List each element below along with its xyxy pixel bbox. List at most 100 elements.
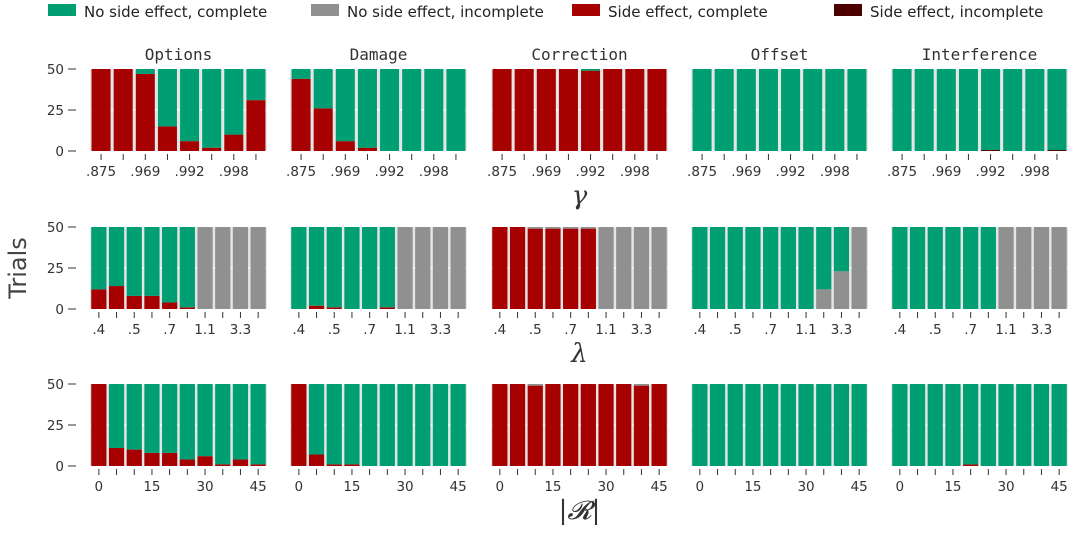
x-tick-label: 30 [997,479,1014,495]
bar-no-se-complete-offset-0-4 [781,69,801,151]
bar-no-se-complete-damage-1-5 [379,227,395,308]
bar-se-complete-correction-1-4 [563,228,579,309]
panel-options-row-2: 0 15 30 45 [90,383,267,495]
bar-no-se-complete-options-1-4 [162,227,178,303]
legend-label-se_incomplete: Side effect, incomplete [870,3,1043,21]
legend-swatch-no_se_complete [48,4,76,16]
panel-offset-row-0: Offset .875 .969 .992 .998 [687,45,868,180]
bar-no-se-complete-damage-2-9 [450,384,466,466]
x-tick-label: 15 [143,479,160,495]
bar-no-se-complete-offset-0-2 [736,69,756,151]
bar-no-se-complete-interference-0-1 [914,69,934,151]
bar-no-se-complete-interference-1-4 [963,227,979,309]
bar-no-se-complete-options-1-3 [144,227,160,296]
panel-correction-row-1: .4 .5 .7 1.1 3.3 [491,226,668,338]
bar-no-se-complete-interference-0-7 [1047,69,1067,151]
panel-correction-row-0: Correction .875 .969 .992 .998 [487,45,668,180]
bar-no-se-complete-interference-0-6 [1025,69,1045,151]
bar-no-se-complete-options-1-5 [179,227,195,308]
bar-no-se-complete-offset-1-1 [709,227,726,309]
x-tick-label: 0 [696,479,705,495]
bar-se-complete-options-0-0 [91,69,111,151]
bar-no-se-complete-interference-0-5 [1003,69,1023,151]
bar-no-se-incomplete-correction-1-7 [616,227,632,309]
bar-no-se-incomplete-interference-1-6 [998,227,1014,309]
x-tick-label: .7 [564,322,577,338]
bar-no-se-complete-options-0-3 [157,69,177,127]
bar-se-complete-correction-1-2 [527,228,543,309]
bar-no-se-incomplete-damage-1-9 [450,227,466,309]
bar-no-se-complete-offset-0-7 [847,69,867,151]
bar-no-se-complete-options-1-1 [108,227,125,287]
bar-no-se-complete-interference-1-3 [945,227,961,309]
x-tick-label: .992 [375,164,405,180]
bar-se-complete-correction-0-3 [558,69,578,151]
bar-se-complete-correction-2-8 [633,385,650,466]
x-tick-label: .998 [219,164,249,180]
bar-no-se-complete-offset-1-8 [833,227,850,272]
bar-no-se-complete-interference-2-6 [998,384,1014,466]
bar-no-se-complete-damage-1-0 [291,227,307,309]
x-tick-label: .875 [86,164,116,180]
bar-no-se-complete-damage-2-3 [344,384,360,465]
row-1: 0 25 50 λ .4 .5 .7 1.1 3.3 .4 .5 .7 1.1 3.3 .4 .5 .7 1.1 3… [47,220,1068,369]
bar-se-complete-damage-0-2 [335,141,355,151]
bar-no-se-complete-damage-0-7 [446,69,466,151]
bar-se-complete-interference-2-4 [963,464,979,466]
x-tick-label: .5 [729,322,742,338]
legend-label-no_se_complete: No side effect, complete [84,3,267,21]
x-tick-label: 0 [95,479,104,495]
x-tick-label: 1.1 [995,322,1016,338]
bar-se-complete-correction-0-2 [536,69,556,151]
x-tick-label: 0 [295,479,304,495]
bar-no-se-complete-offset-2-2 [727,384,743,466]
panel-offset-row-1: .4 .5 .7 1.1 3.3 [691,226,868,338]
bar-se-complete-options-0-5 [202,147,222,151]
bar-se-complete-options-1-1 [108,286,125,309]
x-tick-label: 45 [250,479,267,495]
bar-no-se-complete-options-2-4 [162,384,178,453]
bar-se-complete-options-2-5 [179,459,195,466]
bar-no-se-complete-options-2-5 [179,384,195,460]
bar-se-complete-damage-1-2 [326,307,342,309]
bar-no-se-complete-offset-0-5 [803,69,823,151]
bar-no-se-complete-options-2-7 [215,384,231,465]
bar-no-se-incomplete-offset-1-9 [851,227,867,309]
x-tick-label: .998 [419,164,449,180]
x-tick-label: .5 [929,322,942,338]
x-tick-label: 15 [343,479,360,495]
bar-no-se-incomplete-offset-1-7 [816,289,832,309]
bar-no-se-complete-options-2-1 [108,384,125,448]
x-tick-label: 0 [496,479,505,495]
bar-se-complete-damage-2-2 [326,464,342,466]
bar-se-complete-damage-2-1 [308,454,325,466]
bar-no-se-complete-offset-2-5 [780,384,796,466]
x-tick-label: .4 [292,322,305,338]
y-tick-label: 25 [47,418,64,434]
x-tick-label: 3.3 [430,322,451,338]
panel-title-damage: Damage [350,45,408,64]
legend-label-se_complete: Side effect, complete [608,3,768,21]
bar-no-se-complete-options-2-8 [232,384,249,460]
bar-no-se-complete-offset-2-6 [798,384,814,466]
bar-no-se-incomplete-options-1-7 [215,227,231,309]
bar-no-se-complete-interference-1-5 [980,227,996,309]
panel-damage-row-1: .4 .5 .7 1.1 3.3 [290,226,467,338]
bar-se-complete-damage-0-3 [357,147,377,151]
bar-no-se-complete-interference-1-2 [927,227,943,309]
x-tick-label: .7 [163,322,176,338]
bar-no-se-complete-options-0-5 [202,69,222,148]
bar-no-se-incomplete-correction-1-2 [527,227,543,229]
bar-no-se-incomplete-correction-1-8 [633,227,650,309]
bar-se-complete-options-0-2 [135,73,155,151]
bar-se-complete-damage-2-3 [344,464,360,466]
x-tick-label: .4 [493,322,506,338]
x-tick-label: .969 [931,164,961,180]
bar-no-se-complete-offset-2-1 [709,384,726,466]
bar-no-se-complete-offset-0-6 [825,69,845,151]
y-tick-label: 0 [55,144,64,160]
x-tick-label: .7 [363,322,376,338]
legend-swatch-se_incomplete [834,4,862,16]
bar-se-complete-correction-2-2 [527,385,543,466]
